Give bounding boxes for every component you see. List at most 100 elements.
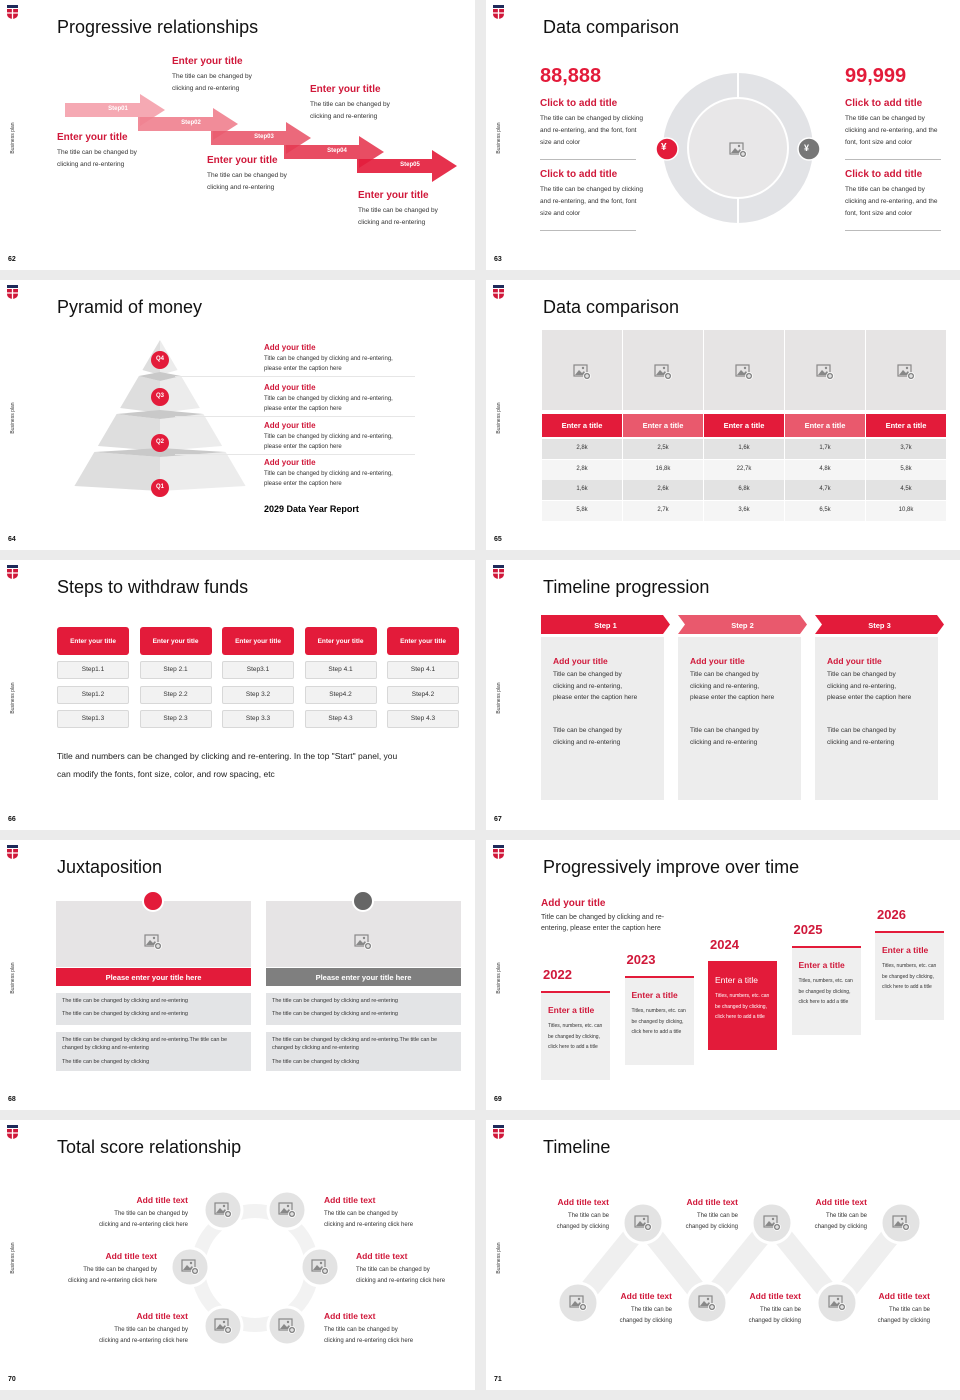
page-title[interactable]: Progressively improve over time xyxy=(543,857,800,877)
step-label[interactable]: Step01 xyxy=(108,106,128,112)
description-line[interactable]: changed by clicking xyxy=(877,1318,930,1324)
step-label[interactable]: Step 2.3 xyxy=(163,715,188,722)
slide-68[interactable]: Juxtaposition Business plan 68 Please enter… xyxy=(0,840,475,1110)
description-line[interactable]: The title can be changed by xyxy=(358,207,438,214)
bullet-item[interactable]: The title can be changed by clicking and… xyxy=(272,998,398,1004)
description-line[interactable]: clicking and re-entering xyxy=(57,161,125,168)
description-line[interactable]: changed by clicking xyxy=(556,1224,609,1230)
page-title[interactable]: Timeline progression xyxy=(543,577,710,597)
level-label[interactable]: Q3 xyxy=(155,393,164,399)
image-placeholder-icon[interactable] xyxy=(897,364,915,380)
cell-value[interactable]: 5,8k xyxy=(900,465,912,472)
step-label[interactable]: Step05 xyxy=(400,162,420,168)
page-number[interactable]: 63 xyxy=(494,256,502,263)
item-title[interactable]: Enter your title xyxy=(172,56,243,67)
cell-value[interactable]: 2,5k xyxy=(657,445,669,451)
card-desc[interactable]: Titles, numbers, etc. can be changed by … xyxy=(798,978,853,1005)
image-placeholder-icon[interactable] xyxy=(311,1259,329,1275)
column-title[interactable]: Enter your title xyxy=(317,638,364,645)
description-line[interactable]: entering, please enter the caption here xyxy=(541,925,661,932)
page-number[interactable]: 69 xyxy=(494,1096,502,1103)
description-line[interactable]: please enter the caption here xyxy=(264,406,342,412)
step-label[interactable]: Step 4.1 xyxy=(328,666,353,673)
side-label[interactable]: Business plan xyxy=(10,682,16,714)
description-line[interactable]: Title can be changed by clicking and re-… xyxy=(264,434,393,440)
cell-value[interactable]: 6,5k xyxy=(819,506,831,513)
page-title[interactable]: Juxtaposition xyxy=(57,857,163,877)
step-label[interactable]: Step 4.1 xyxy=(410,666,436,673)
page-number[interactable]: 66 xyxy=(8,816,16,823)
big-number[interactable]: 99,999 xyxy=(845,65,907,87)
year-label[interactable]: 2022 xyxy=(543,967,572,982)
cell-value[interactable]: 5,8k xyxy=(576,506,588,513)
item-title[interactable]: Enter your title xyxy=(57,132,128,143)
card-title[interactable]: Enter a title xyxy=(548,1005,595,1015)
description-line[interactable]: changed by clicking xyxy=(619,1318,672,1324)
page-title[interactable]: Data comparison xyxy=(543,297,680,317)
cell-value[interactable]: 4,5k xyxy=(900,486,912,492)
description-line[interactable]: font, font size and color xyxy=(845,139,913,146)
step-label[interactable]: Step 3.2 xyxy=(245,691,271,698)
cell-value[interactable]: 2,8k xyxy=(576,465,588,472)
page-title[interactable]: Steps to withdraw funds xyxy=(57,577,249,597)
page-number[interactable]: 62 xyxy=(8,256,16,263)
description-line[interactable]: please enter the caption here xyxy=(264,481,342,487)
description-line[interactable]: The title can be changed by xyxy=(845,186,925,193)
year-label[interactable]: 2024 xyxy=(710,937,739,952)
step-title[interactable]: Add your title xyxy=(553,656,608,666)
description-line[interactable]: clicking and re-entering xyxy=(553,738,621,746)
description-line[interactable]: and re-entering, and the font, font xyxy=(540,198,637,205)
item-title[interactable]: Add title text xyxy=(324,1311,376,1321)
description-line[interactable]: clicking and re-entering xyxy=(207,184,275,191)
cell-value[interactable]: 10,8k xyxy=(898,506,914,513)
level-label[interactable]: Q4 xyxy=(155,356,164,362)
image-placeholder-icon[interactable] xyxy=(144,934,162,950)
image-placeholder-icon[interactable] xyxy=(634,1215,652,1231)
header-label[interactable]: Enter a title xyxy=(804,421,846,430)
page-number[interactable]: 70 xyxy=(8,1376,16,1383)
bullet-item[interactable]: The title can be changed by clicking and… xyxy=(272,1011,398,1017)
slide-62[interactable]: Progressive relationships Business plan 62… xyxy=(0,0,475,270)
note-line[interactable]: can modify the fonts, font size, color, … xyxy=(57,769,275,779)
step-label[interactable]: Step02 xyxy=(181,120,201,126)
step-label[interactable]: Step1.2 xyxy=(81,691,105,698)
card-title[interactable]: Enter a title xyxy=(715,975,758,985)
slide-63[interactable]: Data comparison Business plan 63 ¥ ¥88,888 Cl… xyxy=(486,0,960,270)
cell-value[interactable]: 6,8k xyxy=(738,486,750,492)
description-line[interactable]: Title can be changed by xyxy=(690,727,759,734)
description-line[interactable]: please enter the caption here xyxy=(553,694,638,701)
page-number[interactable]: 64 xyxy=(8,536,16,543)
description-line[interactable]: clicking and re-entering, and the xyxy=(845,198,938,205)
description-line[interactable]: The title can be changed by xyxy=(172,73,252,80)
description-line[interactable]: The title can be changed by clicking xyxy=(540,186,643,193)
description-line[interactable]: Title can be changed by xyxy=(690,671,759,678)
step-title[interactable]: Add your title xyxy=(827,656,882,666)
page-title[interactable]: Total score relationship xyxy=(57,1137,242,1157)
card-desc[interactable]: Titles, numbers, etc. can be changed by … xyxy=(631,1008,686,1035)
description-line[interactable]: size and color xyxy=(540,139,581,146)
description-line[interactable]: The title can be changed by xyxy=(83,1267,157,1273)
description-line[interactable]: clicking and re-entering xyxy=(827,738,895,746)
cell-value[interactable]: 2,8k xyxy=(576,445,588,451)
cell-value[interactable]: 22,7k xyxy=(736,465,752,472)
description-line[interactable]: clicking and re-entering, xyxy=(690,682,760,690)
description-line[interactable]: clicking and re-entering, xyxy=(553,682,623,690)
step-label[interactable]: Step 1 xyxy=(594,621,617,630)
description-line[interactable]: clicking and re-entering xyxy=(172,85,240,92)
page-number[interactable]: 67 xyxy=(494,816,502,823)
description-line[interactable]: clicking and re-entering, xyxy=(827,682,897,690)
item-title[interactable]: Add title text xyxy=(105,1251,157,1261)
step-label[interactable]: Step 3.3 xyxy=(245,715,271,722)
item-title[interactable]: Enter your title xyxy=(310,84,381,95)
slide-64[interactable]: Pyramid of money Business plan 64 Q4 Q3 Q2 Q1 A… xyxy=(0,280,475,550)
cell-value[interactable]: 3,6k xyxy=(738,506,750,513)
description-line[interactable]: The title can be changed by xyxy=(310,101,390,108)
description-line[interactable]: The title can be changed by xyxy=(324,1211,398,1217)
column-title[interactable]: Enter your title xyxy=(400,638,446,645)
description-line[interactable]: please enter the caption here xyxy=(827,694,912,701)
step-label[interactable]: Step 2.1 xyxy=(163,666,188,673)
big-number[interactable]: 88,888 xyxy=(540,65,602,87)
description-line[interactable]: clicking and re-entering click here xyxy=(356,1278,446,1284)
image-placeholder-icon[interactable] xyxy=(181,1259,199,1275)
card-desc[interactable]: Titles, numbers, etc. can be changed by … xyxy=(715,993,770,1020)
